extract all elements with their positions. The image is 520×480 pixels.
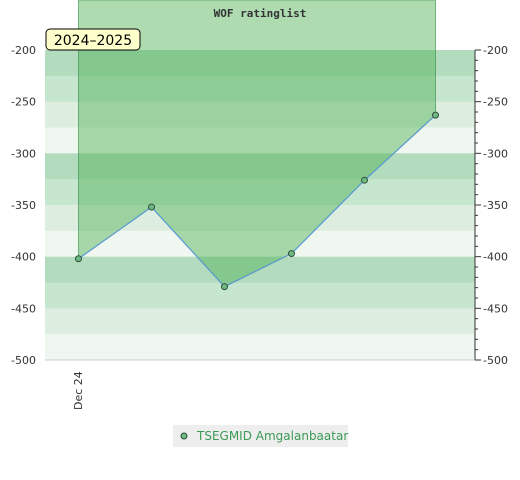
y-tick-label-right: -300 <box>483 147 508 160</box>
x-tick-label: Dec 24 <box>72 371 85 410</box>
series-line-layer <box>78 114 436 288</box>
data-point[interactable] <box>148 203 155 211</box>
legend[interactable]: TSEGMID Amgalanbaatar <box>173 425 348 447</box>
period-badge-label: 2024–2025 <box>54 33 132 49</box>
legend-series-label[interactable]: TSEGMID Amgalanbaatar <box>196 429 348 443</box>
chart-title: WOF ratinglist <box>214 7 307 20</box>
data-point[interactable] <box>432 111 439 119</box>
grid-band <box>45 308 475 335</box>
chart-title-group: WOF ratinglist <box>214 7 307 20</box>
grid-band <box>45 50 475 77</box>
data-point[interactable] <box>221 283 228 291</box>
grid-band <box>45 179 475 206</box>
period-badge-box <box>45 28 141 51</box>
y-tick-label-left: -400 <box>11 251 36 264</box>
legend-box <box>173 425 348 447</box>
y-tick-label-left: -300 <box>11 147 36 160</box>
grid-band <box>45 75 475 103</box>
y-tick-label-right: -500 <box>483 354 508 367</box>
y-axis-right: -200 -250 -300 -350 -400 -450 -500 <box>474 44 508 367</box>
y-tick-label-left: -500 <box>11 354 36 367</box>
plot-background-bands <box>45 50 475 361</box>
data-point[interactable] <box>75 255 82 263</box>
y-tick-label-right: -250 <box>483 96 508 109</box>
y-tick-label-right: -400 <box>483 251 508 264</box>
y-tick-label-left: -350 <box>11 199 36 212</box>
period-badge: 2024–2025 <box>45 28 141 51</box>
y-tick-label-left: -250 <box>11 96 36 109</box>
series-line <box>78 114 436 288</box>
grid-band <box>45 230 475 258</box>
grid-band <box>45 127 475 154</box>
grid-band <box>45 334 475 361</box>
y-tick-label-left: -200 <box>11 44 36 57</box>
grid-band <box>45 256 475 283</box>
y-tick-label-right: -200 <box>483 44 508 57</box>
series-markers <box>75 111 439 291</box>
y-tick-label-left: -450 <box>11 302 36 315</box>
x-axis: Dec 24 <box>45 359 475 410</box>
y-axis-left: -200 -250 -300 -350 -400 -450 -500 <box>11 44 36 367</box>
y-tick-label-right: -350 <box>483 199 508 212</box>
grid-band <box>45 153 475 180</box>
grid-band <box>45 282 475 309</box>
grid-band <box>45 101 475 128</box>
legend-marker-icon <box>180 432 188 440</box>
grid-band <box>45 205 475 232</box>
data-point[interactable] <box>288 250 295 258</box>
y-tick-label-right: -450 <box>483 302 508 315</box>
data-point[interactable] <box>361 176 368 184</box>
